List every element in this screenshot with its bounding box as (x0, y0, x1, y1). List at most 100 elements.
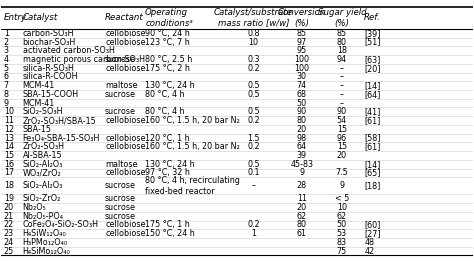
Text: [60]: [60] (364, 220, 381, 230)
Text: 80: 80 (297, 220, 307, 230)
Text: sucrose: sucrose (105, 212, 136, 221)
Text: 2: 2 (4, 38, 9, 47)
Text: 17: 17 (4, 168, 14, 177)
Text: 1.5: 1.5 (247, 134, 260, 143)
Text: 6: 6 (4, 73, 9, 81)
Text: cellobiose: cellobiose (105, 38, 146, 47)
Text: 97: 97 (297, 38, 307, 47)
Text: 90 °C, 24 h: 90 °C, 24 h (145, 29, 190, 38)
Text: 0.3: 0.3 (247, 55, 260, 64)
Text: sucrose: sucrose (105, 203, 136, 212)
Text: 130 °C, 24 h: 130 °C, 24 h (145, 81, 195, 90)
Text: 8: 8 (4, 90, 9, 99)
Text: ZrO₂-SO₃H/SBA-15: ZrO₂-SO₃H/SBA-15 (23, 116, 96, 125)
Text: [65]: [65] (364, 168, 381, 177)
Text: 15: 15 (4, 151, 14, 160)
Text: activated carbon-SO₃H: activated carbon-SO₃H (23, 46, 114, 55)
Text: 0.5: 0.5 (247, 90, 260, 99)
Text: Fe₃O₄-SBA-15-SO₃H: Fe₃O₄-SBA-15-SO₃H (23, 134, 100, 143)
Text: cellobiose: cellobiose (105, 142, 146, 151)
Text: 62: 62 (337, 212, 347, 221)
Text: H₄SiMo₁₂O₄₀: H₄SiMo₁₂O₄₀ (23, 247, 70, 255)
Text: [14]: [14] (364, 160, 381, 169)
Text: 0.2: 0.2 (247, 64, 260, 73)
Text: 0.1: 0.1 (247, 168, 260, 177)
Text: 28: 28 (297, 181, 307, 190)
Text: 50: 50 (337, 220, 347, 230)
Text: –: – (340, 99, 344, 108)
Text: carbon-SO₃H: carbon-SO₃H (23, 29, 74, 38)
Text: 11: 11 (4, 116, 14, 125)
Text: SiO₂-Al₂O₃: SiO₂-Al₂O₃ (23, 181, 63, 190)
Text: 98: 98 (297, 134, 307, 143)
Text: maltose: maltose (105, 81, 137, 90)
Text: 20: 20 (4, 203, 14, 212)
Text: SiO₂-SO₃H: SiO₂-SO₃H (23, 107, 63, 116)
Text: 0.5: 0.5 (247, 107, 260, 116)
Text: 85: 85 (337, 29, 347, 38)
Text: 0.2: 0.2 (247, 142, 260, 151)
Text: 100: 100 (294, 64, 310, 73)
Text: 130 °C, 24 h: 130 °C, 24 h (145, 160, 195, 169)
Text: cellobiose: cellobiose (105, 64, 146, 73)
Text: 5: 5 (4, 64, 9, 73)
Text: CoFe₂O₄-SiO₂-SO₃H: CoFe₂O₄-SiO₂-SO₃H (23, 220, 99, 230)
Text: [61]: [61] (364, 142, 381, 151)
Text: 20: 20 (297, 203, 307, 212)
Text: 123 °C, 7 h: 123 °C, 7 h (145, 38, 190, 47)
Text: 0.2: 0.2 (247, 116, 260, 125)
Text: 90: 90 (297, 107, 307, 116)
Text: Sugar yield
(%): Sugar yield (%) (318, 8, 366, 28)
Text: 80 °C, 4 h: 80 °C, 4 h (145, 90, 184, 99)
Text: 175 °C, 2 h: 175 °C, 2 h (145, 64, 190, 73)
Text: 30: 30 (297, 73, 307, 81)
Text: sucrose: sucrose (105, 55, 136, 64)
Text: 10: 10 (4, 107, 14, 116)
Text: 9: 9 (4, 99, 9, 108)
Text: 50: 50 (297, 99, 307, 108)
Text: 96: 96 (337, 134, 347, 143)
Text: Nb₂O₅-PO₄: Nb₂O₅-PO₄ (23, 212, 64, 221)
Text: 18: 18 (4, 181, 14, 190)
Text: 20: 20 (337, 151, 347, 160)
Text: Catalyst/substrate
mass ratio [w/w]: Catalyst/substrate mass ratio [w/w] (214, 8, 293, 28)
Text: 120 °C, 1 h: 120 °C, 1 h (145, 134, 190, 143)
Text: [20]: [20] (364, 64, 381, 73)
Text: Ref.: Ref. (364, 13, 381, 22)
Text: –: – (340, 73, 344, 81)
Text: 23: 23 (4, 229, 14, 238)
Text: [27]: [27] (364, 229, 381, 238)
Text: 25: 25 (4, 247, 14, 255)
Text: cellobiose: cellobiose (105, 229, 146, 238)
Text: 18: 18 (337, 46, 347, 55)
Text: 80: 80 (337, 38, 347, 47)
Text: 21: 21 (4, 212, 14, 221)
Text: silica-R-SO₃H: silica-R-SO₃H (23, 64, 74, 73)
Text: 90: 90 (337, 107, 347, 116)
Text: 62: 62 (297, 212, 307, 221)
Text: Nb₂O₅: Nb₂O₅ (23, 203, 46, 212)
Text: 20: 20 (297, 125, 307, 134)
Text: [63]: [63] (364, 55, 381, 64)
Text: 7: 7 (4, 81, 9, 90)
Text: 54: 54 (337, 116, 347, 125)
Text: 11: 11 (297, 194, 307, 203)
Text: 160 °C, 1.5 h, 20 bar N₂: 160 °C, 1.5 h, 20 bar N₂ (145, 116, 240, 125)
Text: 15: 15 (337, 125, 347, 134)
Text: 45-83: 45-83 (290, 160, 313, 169)
Text: 15: 15 (337, 142, 347, 151)
Text: 14: 14 (4, 142, 14, 151)
Text: Entry: Entry (4, 13, 27, 22)
Text: cellobiose: cellobiose (105, 116, 146, 125)
Text: 80: 80 (297, 116, 307, 125)
Text: SiO₂-Al₂O₃: SiO₂-Al₂O₃ (23, 160, 63, 169)
Text: maltose: maltose (105, 160, 137, 169)
Text: H₄SiW₁₂O₄₀: H₄SiW₁₂O₄₀ (23, 229, 66, 238)
Text: 53: 53 (337, 229, 347, 238)
Text: 0.5: 0.5 (247, 160, 260, 169)
Text: SBA-15: SBA-15 (23, 125, 52, 134)
Text: 16: 16 (4, 160, 14, 169)
Text: Al-SBA-15: Al-SBA-15 (23, 151, 62, 160)
Text: ZrO₂-SO₃H: ZrO₂-SO₃H (23, 142, 64, 151)
Text: 1: 1 (4, 29, 9, 38)
